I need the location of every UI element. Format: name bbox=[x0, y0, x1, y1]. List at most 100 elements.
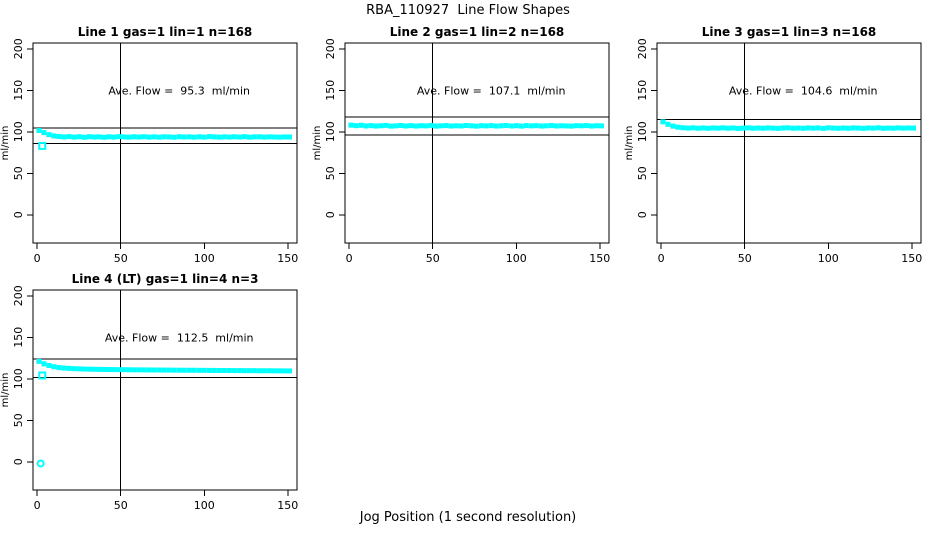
data-point bbox=[508, 123, 514, 129]
data-point bbox=[443, 123, 449, 129]
plot-box bbox=[344, 42, 610, 244]
y-axis-label: ml/min bbox=[0, 126, 11, 161]
data-point bbox=[358, 122, 364, 128]
data-point bbox=[433, 123, 439, 129]
chart-main-title: RBA_110927 Line Flow Shapes bbox=[366, 3, 570, 18]
data-point bbox=[700, 125, 706, 131]
data-point bbox=[71, 366, 77, 372]
data-point bbox=[176, 134, 182, 140]
data-point bbox=[895, 125, 901, 131]
data-point bbox=[191, 134, 197, 140]
data-point bbox=[533, 123, 539, 129]
data-point bbox=[131, 134, 137, 140]
data-point bbox=[860, 125, 866, 131]
x-tick-label: 100 bbox=[506, 252, 527, 265]
data-point bbox=[735, 125, 741, 131]
y-tick-label: 50 bbox=[636, 166, 649, 180]
data-point bbox=[266, 368, 272, 374]
data-point bbox=[563, 123, 569, 129]
data-point bbox=[211, 367, 217, 373]
data-point bbox=[730, 125, 736, 131]
y-tick-label: 100 bbox=[324, 121, 337, 142]
data-point bbox=[246, 134, 252, 140]
data-point bbox=[670, 123, 676, 129]
data-point bbox=[221, 134, 227, 140]
x-tick-label: 0 bbox=[34, 499, 41, 512]
data-point bbox=[865, 125, 871, 131]
ave-flow-label: Ave. Flow = 95.3 ml/min bbox=[108, 84, 250, 97]
data-point bbox=[121, 367, 127, 373]
data-point bbox=[770, 125, 776, 131]
y-tick-label: 100 bbox=[12, 121, 25, 142]
data-point bbox=[588, 123, 594, 129]
data-point bbox=[111, 367, 117, 373]
data-point bbox=[755, 125, 761, 131]
panel-2: 0 50 100 150 200 0 50 100 150 ml/min Line 2 gas=1 … bbox=[312, 25, 610, 265]
data-point bbox=[56, 134, 62, 140]
data-point bbox=[378, 123, 384, 129]
data-point bbox=[196, 134, 202, 140]
data-point bbox=[116, 134, 122, 140]
y-axis-label: ml/min bbox=[312, 126, 323, 161]
data-point bbox=[910, 125, 916, 131]
data-point bbox=[126, 134, 132, 140]
x-tick-label: 150 bbox=[277, 252, 298, 265]
y-tick-label: 200 bbox=[12, 38, 25, 59]
data-point bbox=[820, 125, 826, 131]
data-point bbox=[36, 128, 42, 134]
data-point bbox=[368, 123, 374, 129]
x-tick-label: 100 bbox=[194, 499, 215, 512]
outlier-point bbox=[36, 459, 45, 468]
data-point bbox=[251, 368, 257, 374]
y-tick-label: 0 bbox=[324, 211, 337, 218]
data-point bbox=[276, 134, 282, 140]
data-point bbox=[348, 122, 354, 128]
data-point bbox=[900, 125, 906, 131]
data-point bbox=[86, 134, 92, 140]
data-point bbox=[101, 366, 107, 372]
data-point bbox=[61, 134, 67, 140]
data-point bbox=[271, 134, 277, 140]
data-point bbox=[578, 123, 584, 129]
data-point bbox=[780, 125, 786, 131]
data-point bbox=[543, 123, 549, 129]
data-point bbox=[206, 134, 212, 140]
data-point bbox=[46, 132, 52, 138]
data-point bbox=[76, 366, 82, 372]
data-point bbox=[226, 134, 232, 140]
data-point bbox=[373, 123, 379, 129]
y-tick-label: 50 bbox=[12, 166, 25, 180]
data-point bbox=[226, 367, 232, 373]
data-point bbox=[675, 124, 681, 130]
data-point bbox=[483, 123, 489, 129]
data-point bbox=[593, 123, 599, 129]
plot-box bbox=[656, 42, 922, 244]
x-tick-label: 100 bbox=[818, 252, 839, 265]
data-point bbox=[785, 125, 791, 131]
data-point bbox=[276, 368, 282, 374]
data-point bbox=[181, 134, 187, 140]
y-tick-label: 100 bbox=[12, 368, 25, 389]
data-point bbox=[810, 125, 816, 131]
data-point bbox=[388, 123, 394, 129]
data-point bbox=[583, 123, 589, 129]
panel-title: Line 4 (LT) gas=1 lin=4 n=3 bbox=[72, 272, 259, 286]
data-point bbox=[438, 123, 444, 129]
data-point bbox=[136, 367, 142, 373]
data-point bbox=[408, 123, 414, 129]
data-point bbox=[76, 134, 82, 140]
data-point bbox=[805, 125, 811, 131]
data-point bbox=[800, 125, 806, 131]
y-tick-label: 0 bbox=[636, 211, 649, 218]
data-point bbox=[156, 134, 162, 140]
data-point bbox=[261, 134, 267, 140]
data-point bbox=[428, 122, 434, 128]
data-point bbox=[186, 367, 192, 373]
data-point bbox=[66, 134, 72, 140]
data-point bbox=[513, 123, 519, 129]
data-point bbox=[51, 364, 57, 370]
y-tick-label: 0 bbox=[12, 458, 25, 465]
plot-box bbox=[32, 289, 298, 491]
y-tick-label: 100 bbox=[636, 121, 649, 142]
data-point bbox=[710, 125, 716, 131]
